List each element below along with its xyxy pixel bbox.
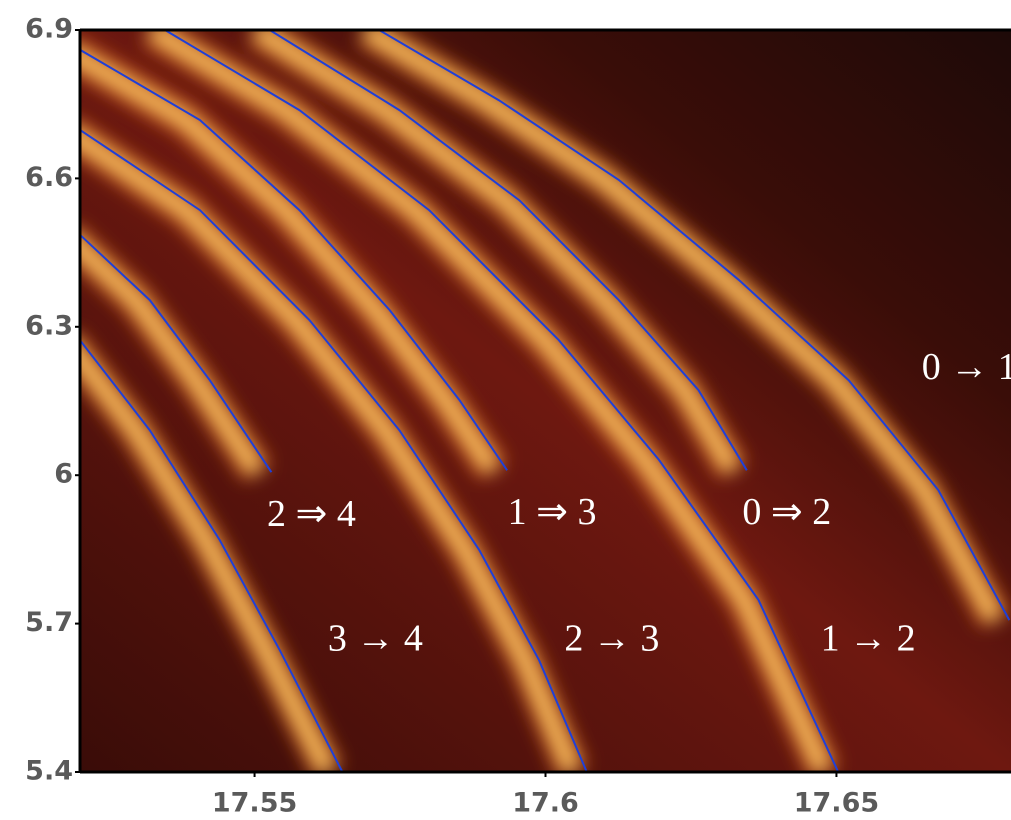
y-tick-label: 6.9: [25, 14, 73, 45]
transition-label: 0 ⇒ 2: [742, 491, 831, 533]
transition-label: 3 → 4: [328, 618, 423, 660]
x-tick-label: 17.65: [794, 788, 879, 819]
transition-label: 1 → 2: [821, 618, 916, 660]
x-tick-label: 17.6: [512, 788, 579, 819]
model-curve: [80, 129, 588, 772]
intensity-core: [362, 30, 1000, 623]
intensity-core: [80, 52, 498, 474]
transition-labels: 0 → 1 0 ⇒ 2 1 → 2 1 ⇒ 3 2 → 3 2 ⇒ 4 3 → 4: [267, 346, 1011, 660]
transition-label: 2 → 3: [564, 618, 659, 660]
y-tick-label: 6: [54, 459, 73, 490]
model-curve: [80, 234, 273, 473]
intensity-bands: [80, 30, 1009, 772]
y-tick-label: 6.6: [25, 162, 73, 193]
model-curve: [269, 30, 748, 471]
x-tick-label: 17.55: [212, 788, 297, 819]
y-tick-label: 5.7: [25, 607, 73, 638]
model-curves: [80, 30, 1011, 772]
intensity-core: [80, 350, 333, 772]
intensity-core: [253, 30, 738, 473]
transition-label: 1 ⇒ 3: [508, 491, 597, 533]
axes: 5.4 5.7 6 6.3 6.6 6.9 17.55 17.6 17.65: [25, 14, 879, 819]
model-curve: [80, 48, 508, 471]
y-tick-label: 5.4: [25, 756, 73, 787]
transition-label: 0 → 1: [922, 346, 1011, 388]
intensity-core: [80, 241, 262, 475]
y-tick-label: 6.3: [25, 310, 73, 341]
intensity-core: [80, 133, 578, 772]
transition-label: 2 ⇒ 4: [267, 493, 356, 535]
model-curve: [164, 30, 840, 772]
model-curve: [378, 30, 1011, 621]
intensity-core: [148, 30, 829, 772]
model-curve: [80, 339, 344, 772]
